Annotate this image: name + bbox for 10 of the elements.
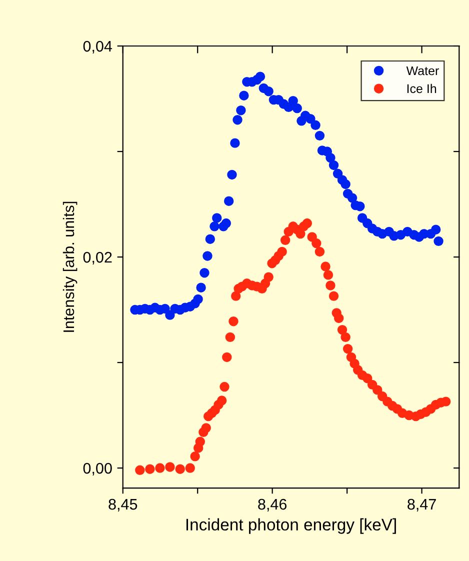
x-tick-label: 8,46 bbox=[258, 498, 287, 512]
x-tick-label: 8,47 bbox=[408, 498, 436, 512]
x-tick-label: 8,45 bbox=[108, 498, 138, 512]
legend-label: Ice Ih bbox=[407, 84, 436, 94]
y-tick-label: 0,00 bbox=[83, 462, 112, 476]
y-axis-title: Intensity [arb. units] bbox=[62, 202, 78, 332]
y-tick-label: 0,02 bbox=[83, 252, 112, 265]
x-axis-title: Incident photon energy [keV] bbox=[186, 518, 396, 534]
y-tick-label: 0,04 bbox=[83, 40, 112, 54]
legend-label: Water bbox=[406, 66, 439, 76]
